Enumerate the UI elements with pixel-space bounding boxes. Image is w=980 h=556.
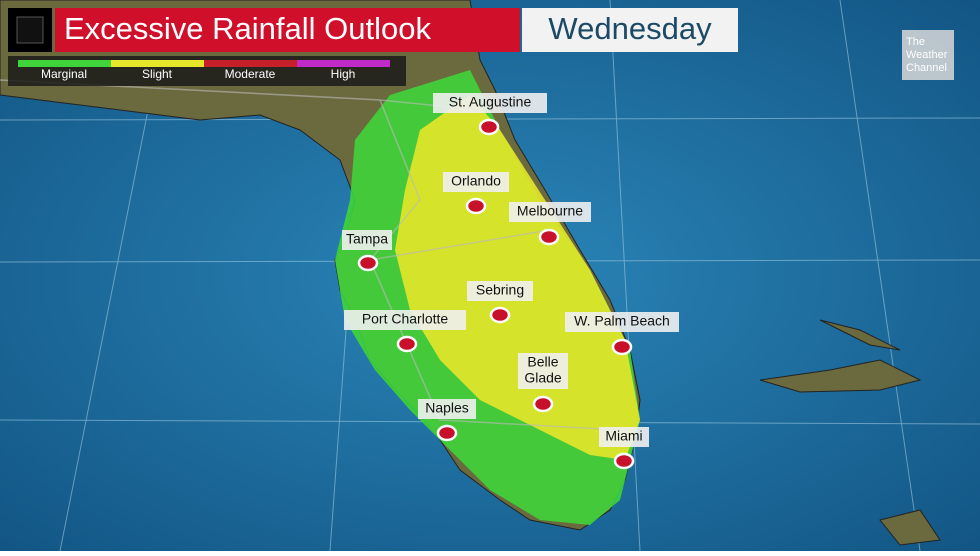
city-dot [613,452,635,470]
city-dot [611,338,633,356]
city-label-box [433,93,547,113]
legend-swatch [111,60,204,67]
logo-text: The [906,36,925,48]
city-dot [489,306,511,324]
city-label-box [599,427,649,447]
legend-label: Slight [142,67,173,81]
islands [759,319,941,546]
city-label: W. Palm Beach [574,313,670,329]
city-label: Belle [527,354,558,370]
city-label-box [509,202,591,222]
city-label-box [418,399,476,419]
day-box [522,8,738,52]
city-label: Naples [425,400,469,416]
city-label: Tampa [346,231,388,247]
logo-text: Channel [906,62,947,74]
legend-swatch [297,60,390,67]
city-label: St. Augustine [449,94,532,110]
legend-swatch [18,60,111,67]
city-dot [436,424,458,442]
city-label: Port Charlotte [362,311,449,327]
city-dot [532,395,554,413]
legend-label: Marginal [41,67,87,81]
city-label-box [342,230,392,250]
legend-swatch [204,60,297,67]
city-label-box [443,172,509,192]
title: Excessive Rainfall Outlook [64,11,431,46]
city-label-box [565,312,679,332]
city-dot [357,254,379,272]
city-label: Orlando [451,173,501,189]
legend-label: Moderate [225,67,276,81]
cities: St. Augustine Orlando Melbourne Tampa Sebrin… [342,93,679,470]
city-label-box [518,353,568,389]
city-label: Miami [605,428,642,444]
legend-label: High [331,67,356,81]
logo-text: Weather [906,49,948,61]
title-bar [55,8,520,52]
city-dot [538,228,560,246]
city-label-box [344,310,466,330]
logo-box [902,30,954,80]
city-label: Glade [524,370,562,386]
legend: Marginal Slight Moderate High [18,60,390,81]
city-label-box [467,281,533,301]
city-dot [396,335,418,353]
city-dot [478,118,500,136]
icon [16,16,44,44]
city-label: Melbourne [517,203,583,219]
day: Wednesday [548,11,712,46]
city-label: Sebring [476,282,524,298]
city-dot [465,197,487,215]
